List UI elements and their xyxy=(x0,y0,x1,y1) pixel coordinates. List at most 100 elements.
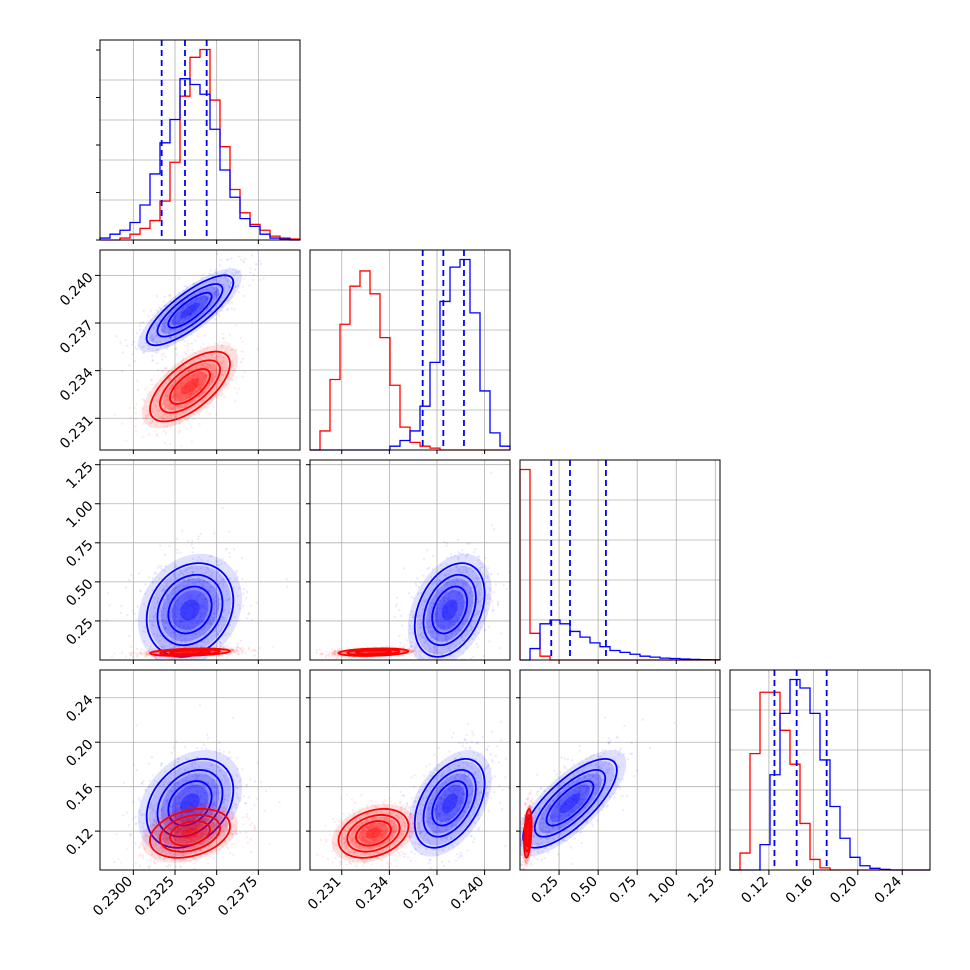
scatter-point xyxy=(175,807,179,810)
scatter-point xyxy=(189,846,193,850)
scatter-point xyxy=(179,551,182,554)
scatter-point xyxy=(219,817,222,820)
scatter-point xyxy=(414,643,417,646)
scatter-point xyxy=(183,825,186,828)
scatter-point xyxy=(132,340,135,344)
scatter-point xyxy=(169,385,173,388)
density-frame-2-1 xyxy=(99,249,301,451)
scatter-point xyxy=(430,605,433,608)
scatter-point xyxy=(450,637,454,640)
scatter-point xyxy=(142,779,145,783)
scatter-point xyxy=(197,835,200,838)
scatter-point xyxy=(179,620,182,623)
scatter-point xyxy=(163,304,166,308)
scatter-point xyxy=(196,603,200,606)
scatter-point xyxy=(196,791,200,795)
scatter-points-series-2 xyxy=(113,321,260,450)
scatter-point xyxy=(170,426,173,429)
scatter-point xyxy=(222,617,226,620)
scatter-point xyxy=(192,417,196,421)
scatter-point xyxy=(167,421,170,424)
scatter-point xyxy=(428,619,431,622)
scatter-point xyxy=(219,644,223,648)
scatter-point xyxy=(170,311,173,315)
scatter-point xyxy=(193,616,196,620)
scatter-point xyxy=(185,285,188,288)
scatter-point xyxy=(209,855,212,858)
scatter-point xyxy=(422,558,426,561)
scatter-point xyxy=(230,843,233,846)
density-panel-3-1 xyxy=(99,459,301,661)
scatter-point xyxy=(219,258,222,262)
scatter-point xyxy=(113,652,116,655)
scatter-point xyxy=(206,597,209,601)
scatter-point xyxy=(188,787,192,790)
scatter-point xyxy=(186,310,189,313)
scatter-point xyxy=(180,657,183,660)
scatter-point xyxy=(141,398,144,401)
scatter-point xyxy=(496,572,500,575)
scatter-point xyxy=(162,831,166,834)
scatter-point xyxy=(210,844,213,847)
scatter-point xyxy=(139,651,142,655)
scatter-point xyxy=(443,574,446,577)
scatter-point xyxy=(458,664,460,666)
scatter-point xyxy=(171,589,174,592)
scatter-point xyxy=(183,578,186,582)
scatter-point xyxy=(175,391,178,394)
scatter-point xyxy=(450,632,454,635)
scatter-point xyxy=(410,595,413,599)
scatter-point xyxy=(162,329,165,332)
scatter-point xyxy=(193,319,196,322)
scatter-point xyxy=(147,347,151,350)
scatter-point xyxy=(195,835,198,838)
scatter-point xyxy=(206,566,209,569)
scatter-point xyxy=(479,626,482,629)
scatter-point xyxy=(246,841,250,845)
scatter-point xyxy=(175,564,178,568)
scatter-point xyxy=(190,440,193,443)
scatter-point xyxy=(421,636,424,639)
scatter-point xyxy=(239,831,242,834)
scatter-point xyxy=(216,570,220,574)
scatter-point xyxy=(191,366,194,369)
scatter-point xyxy=(462,582,465,586)
scatter-point xyxy=(210,763,214,767)
scatter-point xyxy=(449,627,452,631)
scatter-point xyxy=(245,815,248,819)
scatter-point xyxy=(200,827,204,830)
scatter-point xyxy=(190,828,193,831)
scatter-point xyxy=(153,832,157,835)
scatter-point xyxy=(213,629,217,632)
scatter-point xyxy=(340,656,343,659)
scatter-point xyxy=(462,568,465,571)
scatter-point xyxy=(463,638,467,641)
scatter-point xyxy=(446,580,450,583)
scatter-point xyxy=(446,606,449,609)
scatter-point xyxy=(169,805,172,808)
scatter-point xyxy=(184,806,187,809)
scatter-point xyxy=(433,580,436,584)
scatter-point xyxy=(228,299,231,302)
scatter-point xyxy=(190,823,193,826)
density-fill-series-1 xyxy=(160,773,220,834)
scatter-point xyxy=(192,383,195,386)
scatter-point xyxy=(134,862,137,865)
scatter-point xyxy=(412,631,415,635)
scatter-point xyxy=(197,822,200,826)
scatter-point xyxy=(203,376,206,379)
scatter-point xyxy=(215,312,218,315)
scatter-point xyxy=(191,570,195,574)
scatter-point xyxy=(199,835,203,838)
scatter-point xyxy=(180,406,184,409)
scatter-point xyxy=(410,610,414,613)
scatter-point xyxy=(196,831,199,834)
scatter-point xyxy=(452,590,456,593)
scatter-point xyxy=(161,812,165,815)
scatter-point xyxy=(143,649,146,652)
contour-series-2-2 xyxy=(159,814,221,853)
scatter-point xyxy=(247,646,251,650)
scatter-point xyxy=(187,605,190,608)
scatter-point xyxy=(163,326,166,329)
scatter-point xyxy=(153,572,156,575)
